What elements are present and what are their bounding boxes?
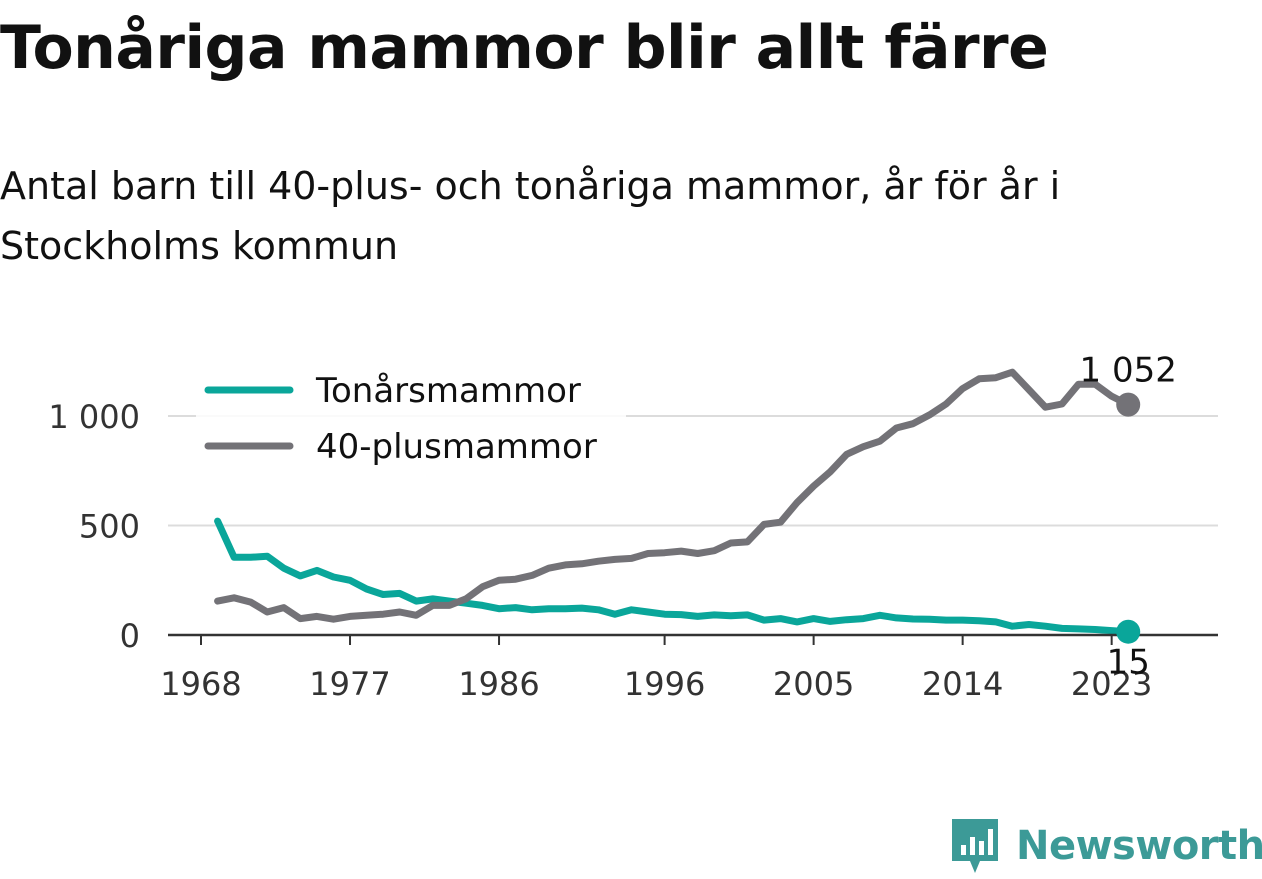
- legend: Tonårsmammor 40-plusmammor: [196, 362, 626, 474]
- x-tick-label: 1977: [309, 665, 390, 703]
- brand-logo: Newsworthy: [950, 818, 1262, 874]
- axes: 0 500 1 000 1968 1977 1986 1996 2005 2014 2023: [48, 398, 1218, 703]
- legend-label: Tonårsmammor: [315, 371, 581, 411]
- end-point-marker: [1116, 392, 1141, 417]
- legend-background: [196, 362, 626, 474]
- chart-title: Tonåriga mammor blir allt färre: [0, 13, 1049, 83]
- end-value-label: 1 052: [1080, 351, 1177, 391]
- y-tick-label: 500: [79, 508, 140, 546]
- x-tick-label: 1986: [458, 665, 539, 703]
- legend-label: 40-plusmammor: [316, 427, 597, 467]
- brand-name: Newsworthy: [1016, 823, 1262, 869]
- series-line-tonarsmammor: [214, 517, 1132, 636]
- chart-subtitle: Antal barn till 40-plus- och tonåriga ma…: [0, 164, 1061, 268]
- end-point-marker: [1116, 619, 1141, 644]
- series-lines: [214, 368, 1132, 636]
- y-tick-label: 0: [120, 617, 140, 655]
- x-tick-label: 1996: [624, 665, 705, 703]
- end-value-label: 15: [1107, 643, 1150, 683]
- end-labels: 15 1 052: [1080, 351, 1177, 683]
- series-line-40-plusmammor: [214, 368, 1132, 623]
- newsworthy-logo-icon: [952, 819, 998, 873]
- x-tick-label: 1968: [160, 665, 241, 703]
- x-tick-label: 2005: [773, 665, 854, 703]
- y-tick-label: 1 000: [48, 398, 140, 436]
- x-tick-label: 2023: [1071, 665, 1152, 703]
- x-tick-label: 2014: [922, 665, 1003, 703]
